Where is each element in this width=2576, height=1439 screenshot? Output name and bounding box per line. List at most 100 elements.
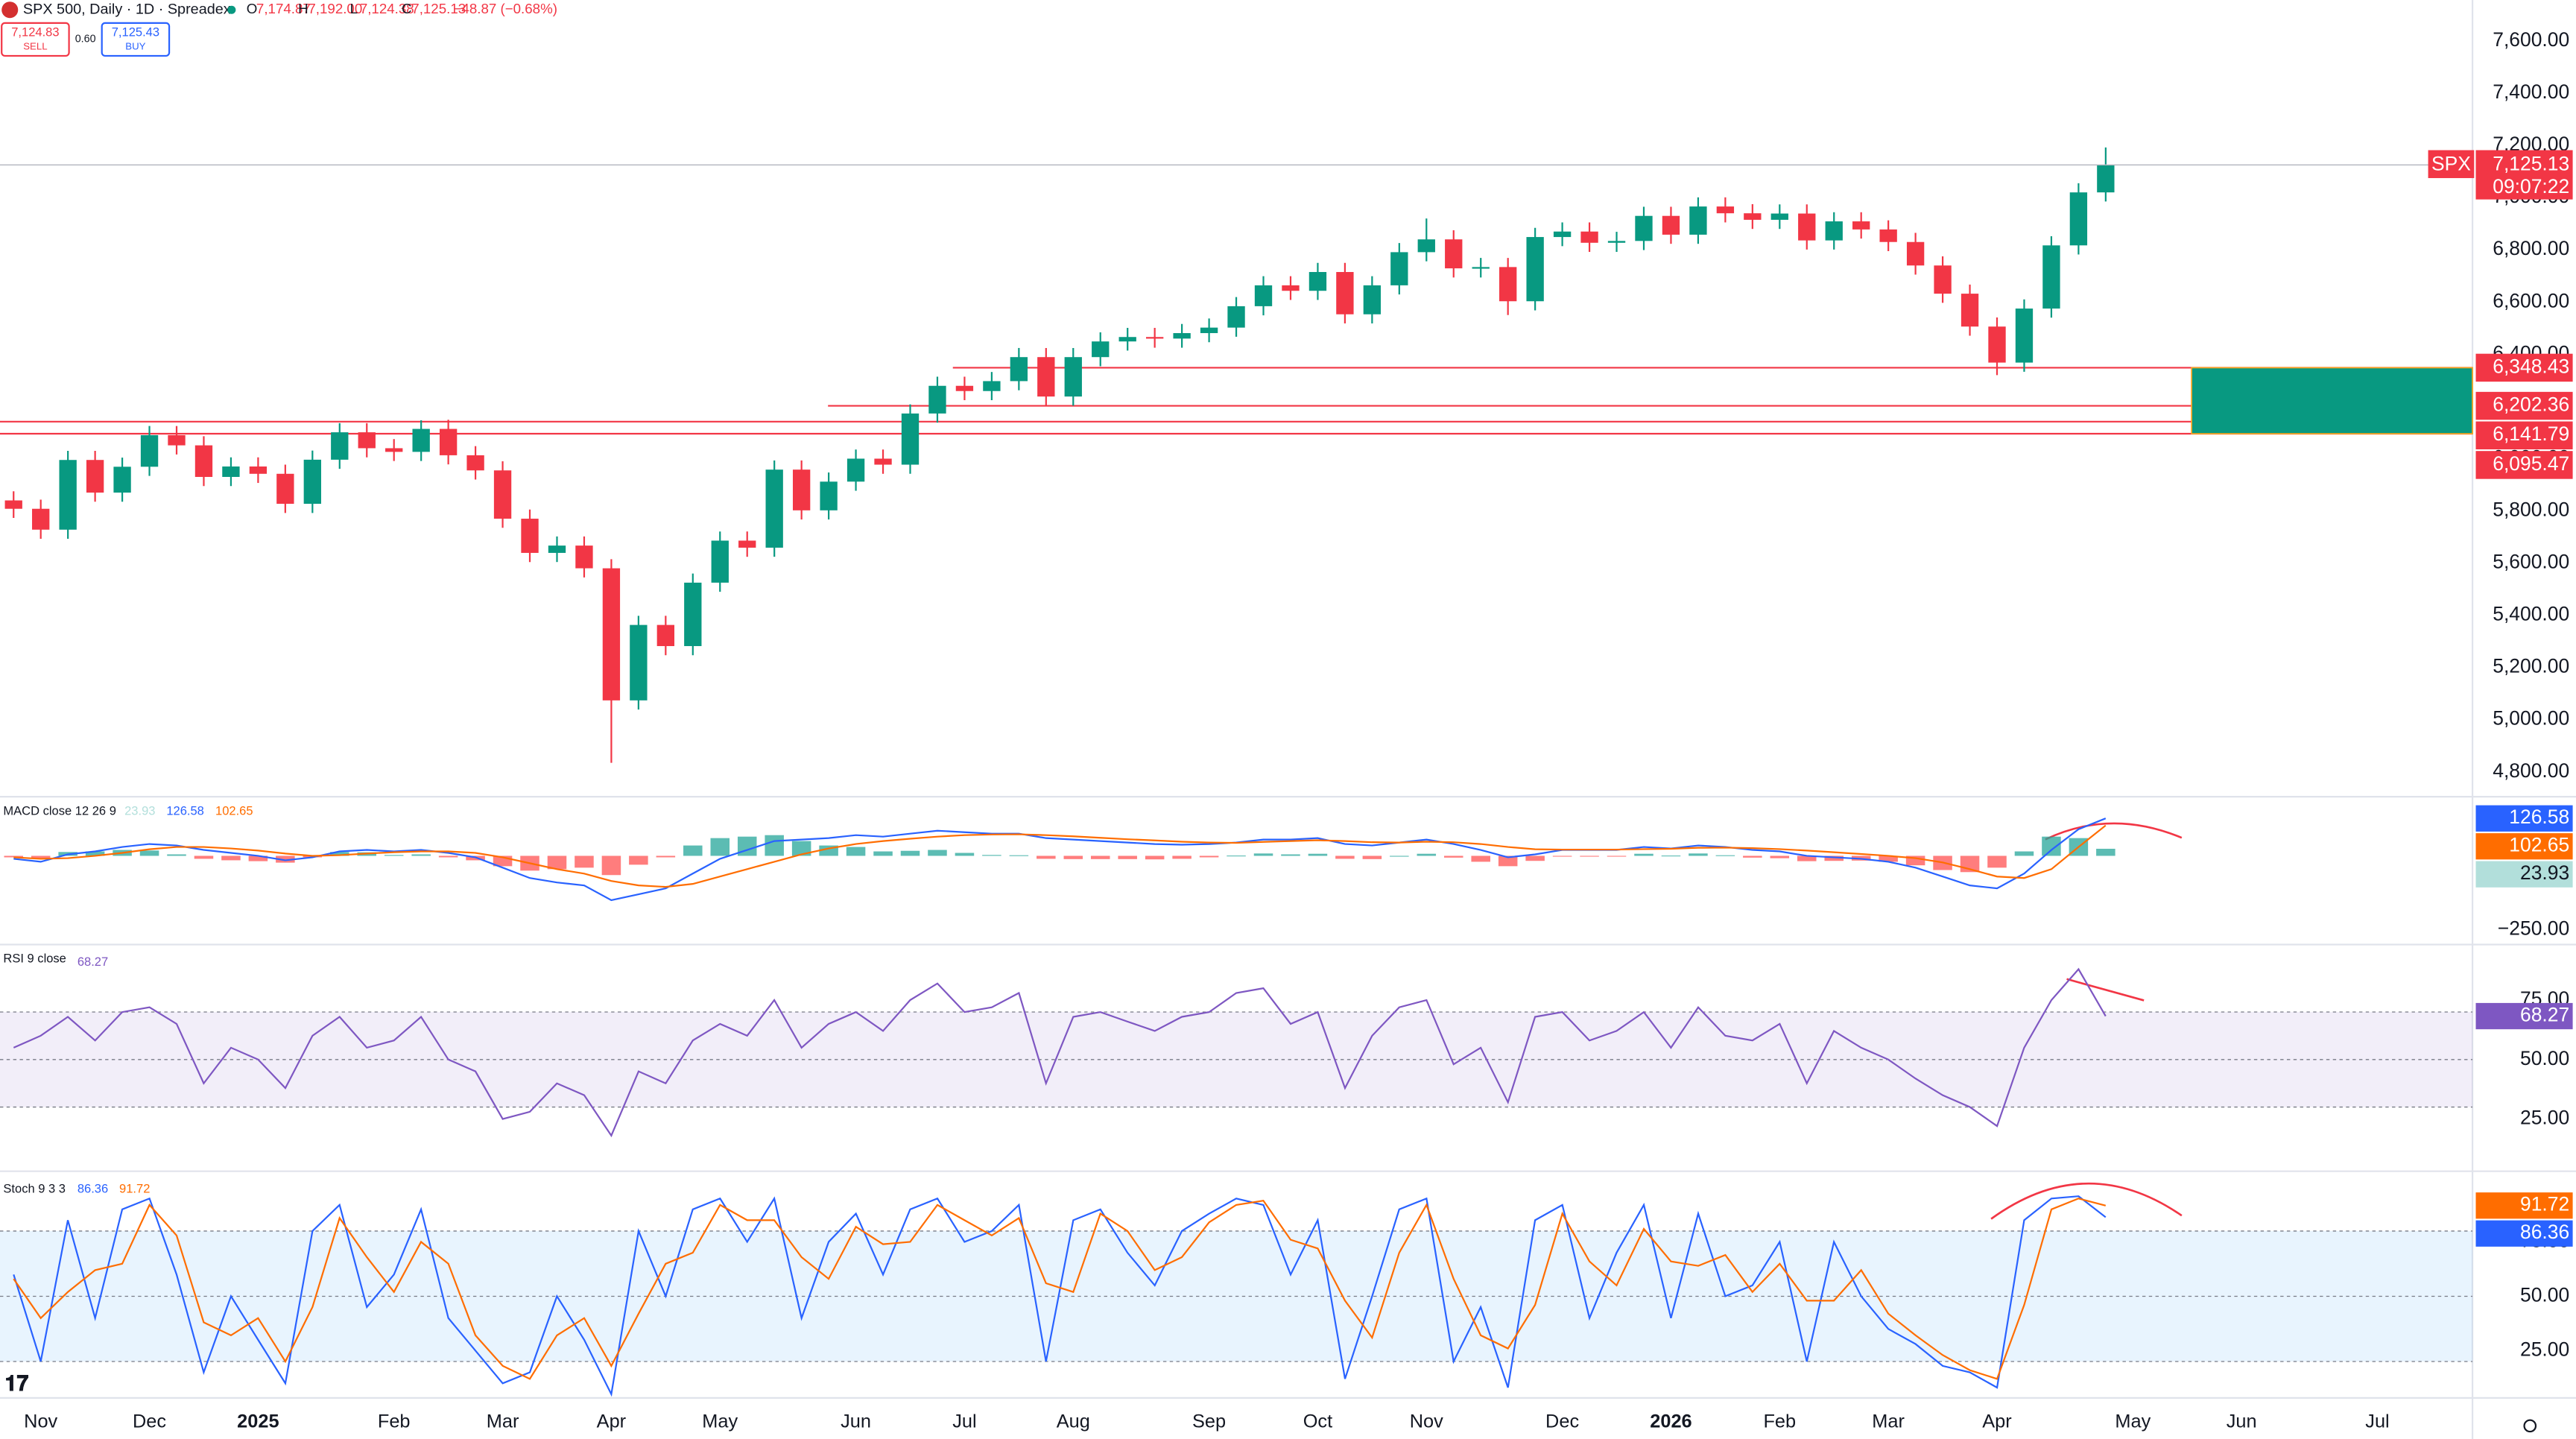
histogram-bar	[194, 856, 214, 859]
candle-body	[1879, 229, 1897, 242]
candle-body	[738, 540, 756, 548]
y-tick-label: 5,200.00	[2493, 655, 2569, 677]
x-tick-label: Jul	[952, 1411, 976, 1432]
candle-body	[1417, 239, 1435, 253]
candle-body	[983, 381, 1001, 391]
candle-body	[1607, 241, 1626, 243]
x-tick-label: Jun	[2227, 1411, 2257, 1432]
candle-body	[2042, 245, 2060, 309]
price-badge	[2475, 833, 2573, 860]
indicator-title: Stoch 9 3 3	[3, 1181, 66, 1195]
candle-body	[1200, 327, 1218, 333]
candle-body	[955, 385, 974, 391]
histogram-bar	[601, 856, 621, 876]
y-tick-label: −250.00	[2498, 917, 2569, 940]
candle-body	[1988, 326, 2006, 363]
ohlc-key: C	[402, 1, 412, 16]
histogram-bar	[330, 852, 349, 856]
market-status	[227, 5, 236, 14]
candle-body	[2069, 192, 2088, 246]
indicator-line	[13, 967, 2107, 1138]
price-badge	[2475, 353, 2573, 382]
candle-body	[1118, 337, 1136, 342]
candle-body	[4, 500, 22, 509]
candle-body	[113, 467, 131, 493]
histogram-bar	[1037, 856, 1056, 859]
histogram-bar	[221, 856, 241, 861]
candle-body	[1390, 252, 1408, 285]
candle-body	[1308, 272, 1327, 291]
candle-body	[59, 460, 77, 530]
sell-button[interactable]	[1, 22, 70, 57]
candle-body	[385, 448, 403, 452]
histogram-bar	[1824, 856, 1844, 861]
x-tick-label: Aug	[1057, 1411, 1090, 1432]
candle-body	[331, 432, 349, 460]
price-badge-label: 6,348.43	[2493, 355, 2569, 377]
candle-body	[575, 545, 593, 569]
x-tick-label: 2025	[237, 1411, 279, 1432]
price-badge-label: 23.93	[2520, 861, 2569, 884]
histogram-bar	[1335, 856, 1355, 859]
legend-value: 126.58	[166, 803, 204, 817]
histogram-bar	[167, 854, 186, 856]
candle-body	[792, 469, 811, 510]
price-badge-label: 6,095.47	[2493, 452, 2569, 475]
x-tick-label: Apr	[1982, 1411, 2012, 1432]
y-tick-label: 5,600.00	[2493, 551, 2569, 573]
divergence-arc	[1990, 1182, 2183, 1220]
histogram-bar	[955, 853, 975, 856]
candle-body	[493, 470, 512, 519]
histogram-bar	[276, 856, 295, 863]
candle-body	[32, 508, 50, 530]
candle-body	[86, 460, 104, 493]
buy-label: BUY	[125, 40, 145, 51]
candle-body	[1852, 221, 1870, 230]
price-badge	[2475, 1220, 2573, 1247]
candle-body	[928, 385, 946, 414]
price-badge-label: 6,141.79	[2493, 423, 2569, 445]
histogram-bar	[2096, 848, 2115, 856]
candle-body	[1662, 215, 1680, 235]
histogram-bar	[656, 856, 676, 858]
legend-value: 102.65	[215, 803, 253, 817]
y-tick-label: 25.00	[2520, 1338, 2569, 1360]
x-tick-label: Mar	[487, 1411, 519, 1432]
candle-body	[684, 582, 702, 646]
histogram-bar	[1498, 856, 1518, 867]
histogram-bar	[1987, 856, 2007, 868]
candle-body	[1689, 206, 1707, 235]
histogram-bar	[629, 856, 648, 865]
symbol-badge	[2428, 150, 2475, 178]
settings-icon[interactable]	[2523, 1419, 2537, 1433]
histogram-bar	[710, 838, 730, 856]
tv-logo[interactable]: 𝟏𝟕	[5, 1372, 29, 1396]
x-tick-label: Nov	[1410, 1411, 1443, 1432]
ohlc-key: L	[350, 1, 358, 16]
y-tick-label: 50.00	[2520, 1047, 2569, 1069]
histogram-bar	[791, 841, 811, 856]
ohlc-key: O	[247, 1, 258, 16]
x-tick-label: Feb	[1763, 1411, 1796, 1432]
x-tick-label: Jun	[841, 1411, 871, 1432]
x-tick-label: Jul	[2365, 1411, 2389, 1432]
ohlc-value: 7,174.87	[256, 1, 311, 16]
price-badge	[2475, 1002, 2573, 1030]
candle-body	[874, 458, 892, 465]
buy-button[interactable]	[101, 22, 171, 57]
x-tick-label: May	[702, 1411, 738, 1432]
candle-body	[602, 568, 621, 700]
legend-value: 86.36	[77, 1181, 108, 1195]
indicator-title: RSI 9 close	[3, 952, 66, 966]
buy-price: 7,125.43	[112, 25, 159, 39]
candle-body	[1580, 231, 1598, 243]
histogram-bar	[547, 856, 567, 870]
symbol-logo[interactable]	[1, 1, 19, 19]
histogram-bar	[683, 845, 703, 856]
candle-body	[1553, 231, 1572, 238]
candle-body	[901, 413, 920, 465]
histogram-bar	[438, 856, 458, 858]
x-tick-label: Apr	[597, 1411, 627, 1432]
histogram-bar	[1634, 853, 1653, 856]
histogram-bar	[384, 855, 404, 856]
